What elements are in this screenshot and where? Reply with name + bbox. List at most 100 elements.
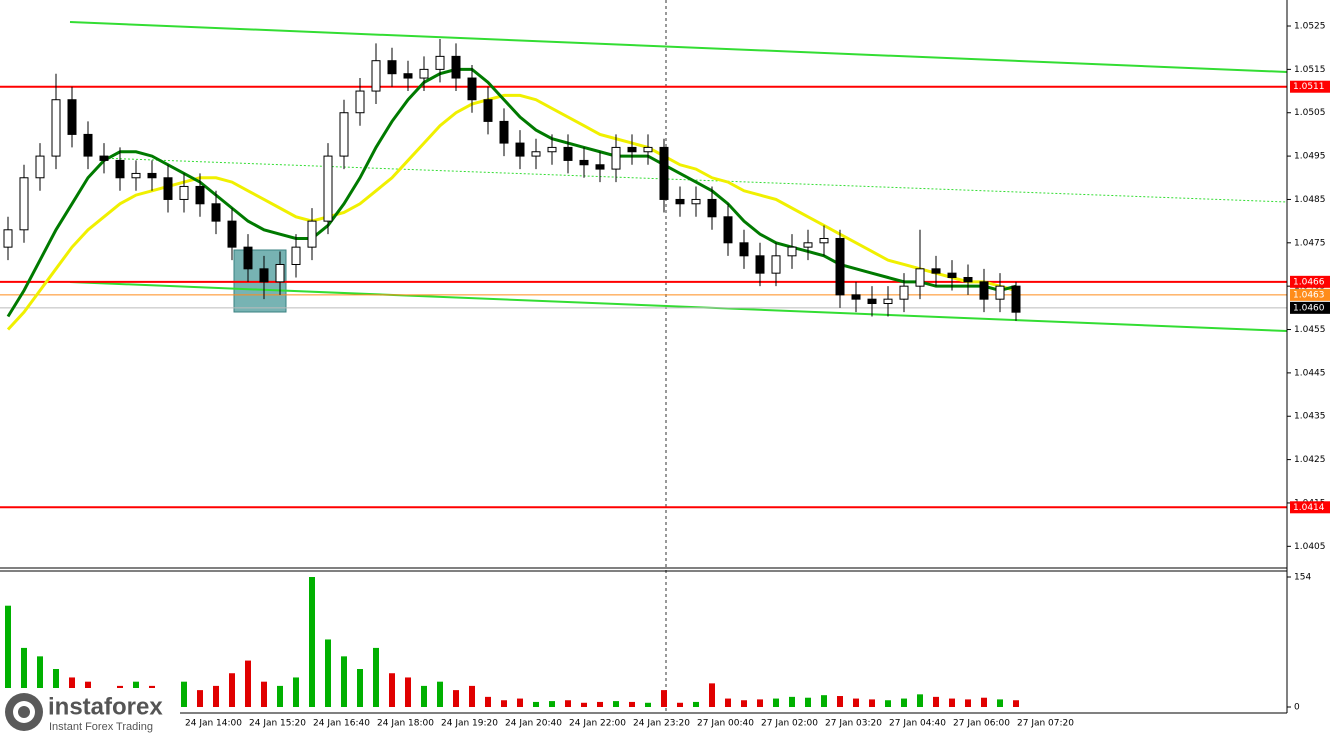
- x-tick-label: 24 Jan 19:20: [441, 719, 498, 729]
- candle-body: [515, 142, 525, 157]
- candle-body: [915, 268, 925, 287]
- candle-body: [387, 60, 397, 75]
- y-tick-label: 1.0455: [1294, 325, 1326, 335]
- volume-bar: [773, 698, 779, 707]
- candle-body: [467, 77, 477, 101]
- volume-bar: [741, 700, 747, 707]
- y-tick-label: 1.0475: [1294, 238, 1326, 248]
- trend-line: [69, 281, 1288, 332]
- price-level-label: 1.0511: [1293, 82, 1325, 92]
- volume-tick-label: 0: [1294, 703, 1300, 713]
- price-level-label: 1.0463: [1293, 290, 1325, 300]
- volume-bar: [757, 699, 763, 707]
- x-tick-label: 24 Jan 23:20: [633, 719, 690, 729]
- candle-body: [723, 216, 733, 244]
- candle-body: [179, 185, 189, 200]
- volume-bar: [949, 698, 955, 707]
- price-level-label: 1.0466: [1293, 277, 1325, 287]
- volume-bar: [325, 639, 331, 707]
- candle-body: [803, 242, 813, 248]
- moving-average: [6, 67, 1017, 318]
- candle-body: [339, 112, 349, 157]
- volume-bar: [597, 701, 603, 707]
- y-tick-label: 1.0495: [1294, 152, 1326, 162]
- logo-tagline: Instant Forex Trading: [49, 721, 153, 733]
- candle-body: [67, 99, 77, 135]
- candle-body: [755, 255, 765, 274]
- volume-bar: [453, 690, 459, 707]
- candle-body: [83, 133, 93, 157]
- price-level-box: [1290, 301, 1330, 314]
- volume-bar: [37, 656, 43, 707]
- candle-body: [371, 60, 381, 92]
- volume-bar: [373, 647, 379, 707]
- logo: instaforex Instant Forex Trading: [0, 688, 180, 735]
- candle-body: [643, 146, 653, 153]
- volume-bar: [309, 577, 315, 707]
- volume-bar: [629, 701, 635, 707]
- y-tick-label: 1.0525: [1294, 22, 1326, 32]
- candle-body: [979, 281, 989, 300]
- x-tick-label: 27 Jan 07:20: [1017, 719, 1074, 729]
- volume-bar: [229, 673, 235, 707]
- volume-bar: [197, 690, 203, 707]
- volume-bar: [565, 700, 571, 707]
- volume-bar: [469, 685, 475, 707]
- candle-body: [259, 268, 269, 283]
- candle-body: [899, 285, 909, 300]
- volume-bar: [965, 699, 971, 707]
- candle-body: [675, 198, 685, 205]
- volume-bar: [245, 660, 251, 707]
- candle-body: [947, 272, 957, 278]
- candle-body: [275, 263, 285, 283]
- plot: [0, 39, 1287, 707]
- volume-bar: [277, 685, 283, 707]
- volume-bar: [933, 696, 939, 707]
- candle-body: [19, 177, 29, 231]
- candle-body: [291, 246, 301, 265]
- candle-body: [163, 177, 173, 200]
- x-tick-label: 27 Jan 06:00: [953, 719, 1010, 729]
- volume-bar: [805, 697, 811, 707]
- volume-bar: [549, 701, 555, 707]
- candle-body: [531, 151, 541, 157]
- volume-bar: [725, 698, 731, 707]
- volume-bar: [261, 681, 267, 707]
- trend-line: [69, 21, 1288, 73]
- price-level-box: [1290, 80, 1330, 93]
- candle-body: [707, 198, 717, 218]
- y-tick-label: 1.0445: [1294, 368, 1326, 378]
- volume-bar: [997, 699, 1003, 707]
- price-level-box: [1290, 275, 1330, 288]
- volume-bar: [389, 673, 395, 707]
- volume-bar: [21, 647, 27, 707]
- y-tick-label: 1.0515: [1294, 65, 1326, 75]
- candle-body: [243, 246, 253, 270]
- volume-bar: [789, 696, 795, 707]
- x-tick-label: 24 Jan 15:20: [249, 719, 306, 729]
- volume-bar: [901, 698, 907, 707]
- candle-body: [195, 185, 205, 205]
- candle-body: [1011, 285, 1021, 313]
- y-tick-label: 1.0405: [1294, 542, 1326, 552]
- volume-bar: [1013, 700, 1019, 707]
- volume-bar: [613, 701, 619, 707]
- volume-tick-label: 154: [1294, 573, 1311, 583]
- candle-body: [355, 90, 365, 114]
- volume-bar: [837, 696, 843, 707]
- candle-body: [739, 242, 749, 257]
- candle-body: [211, 203, 221, 222]
- candle-body: [659, 146, 669, 200]
- candle-body: [579, 159, 589, 166]
- x-tick-label: 27 Jan 00:40: [697, 719, 754, 729]
- candle-body: [499, 120, 509, 144]
- volume-bar: [981, 697, 987, 707]
- x-tick-label: 27 Jan 04:40: [889, 719, 946, 729]
- y-tick-label: 1.0505: [1294, 108, 1326, 118]
- volume-bar: [293, 677, 299, 707]
- candle-body: [147, 172, 157, 179]
- candle-body: [595, 164, 605, 170]
- candle-body: [835, 237, 845, 296]
- price-level-label: 1.0460: [1293, 303, 1325, 313]
